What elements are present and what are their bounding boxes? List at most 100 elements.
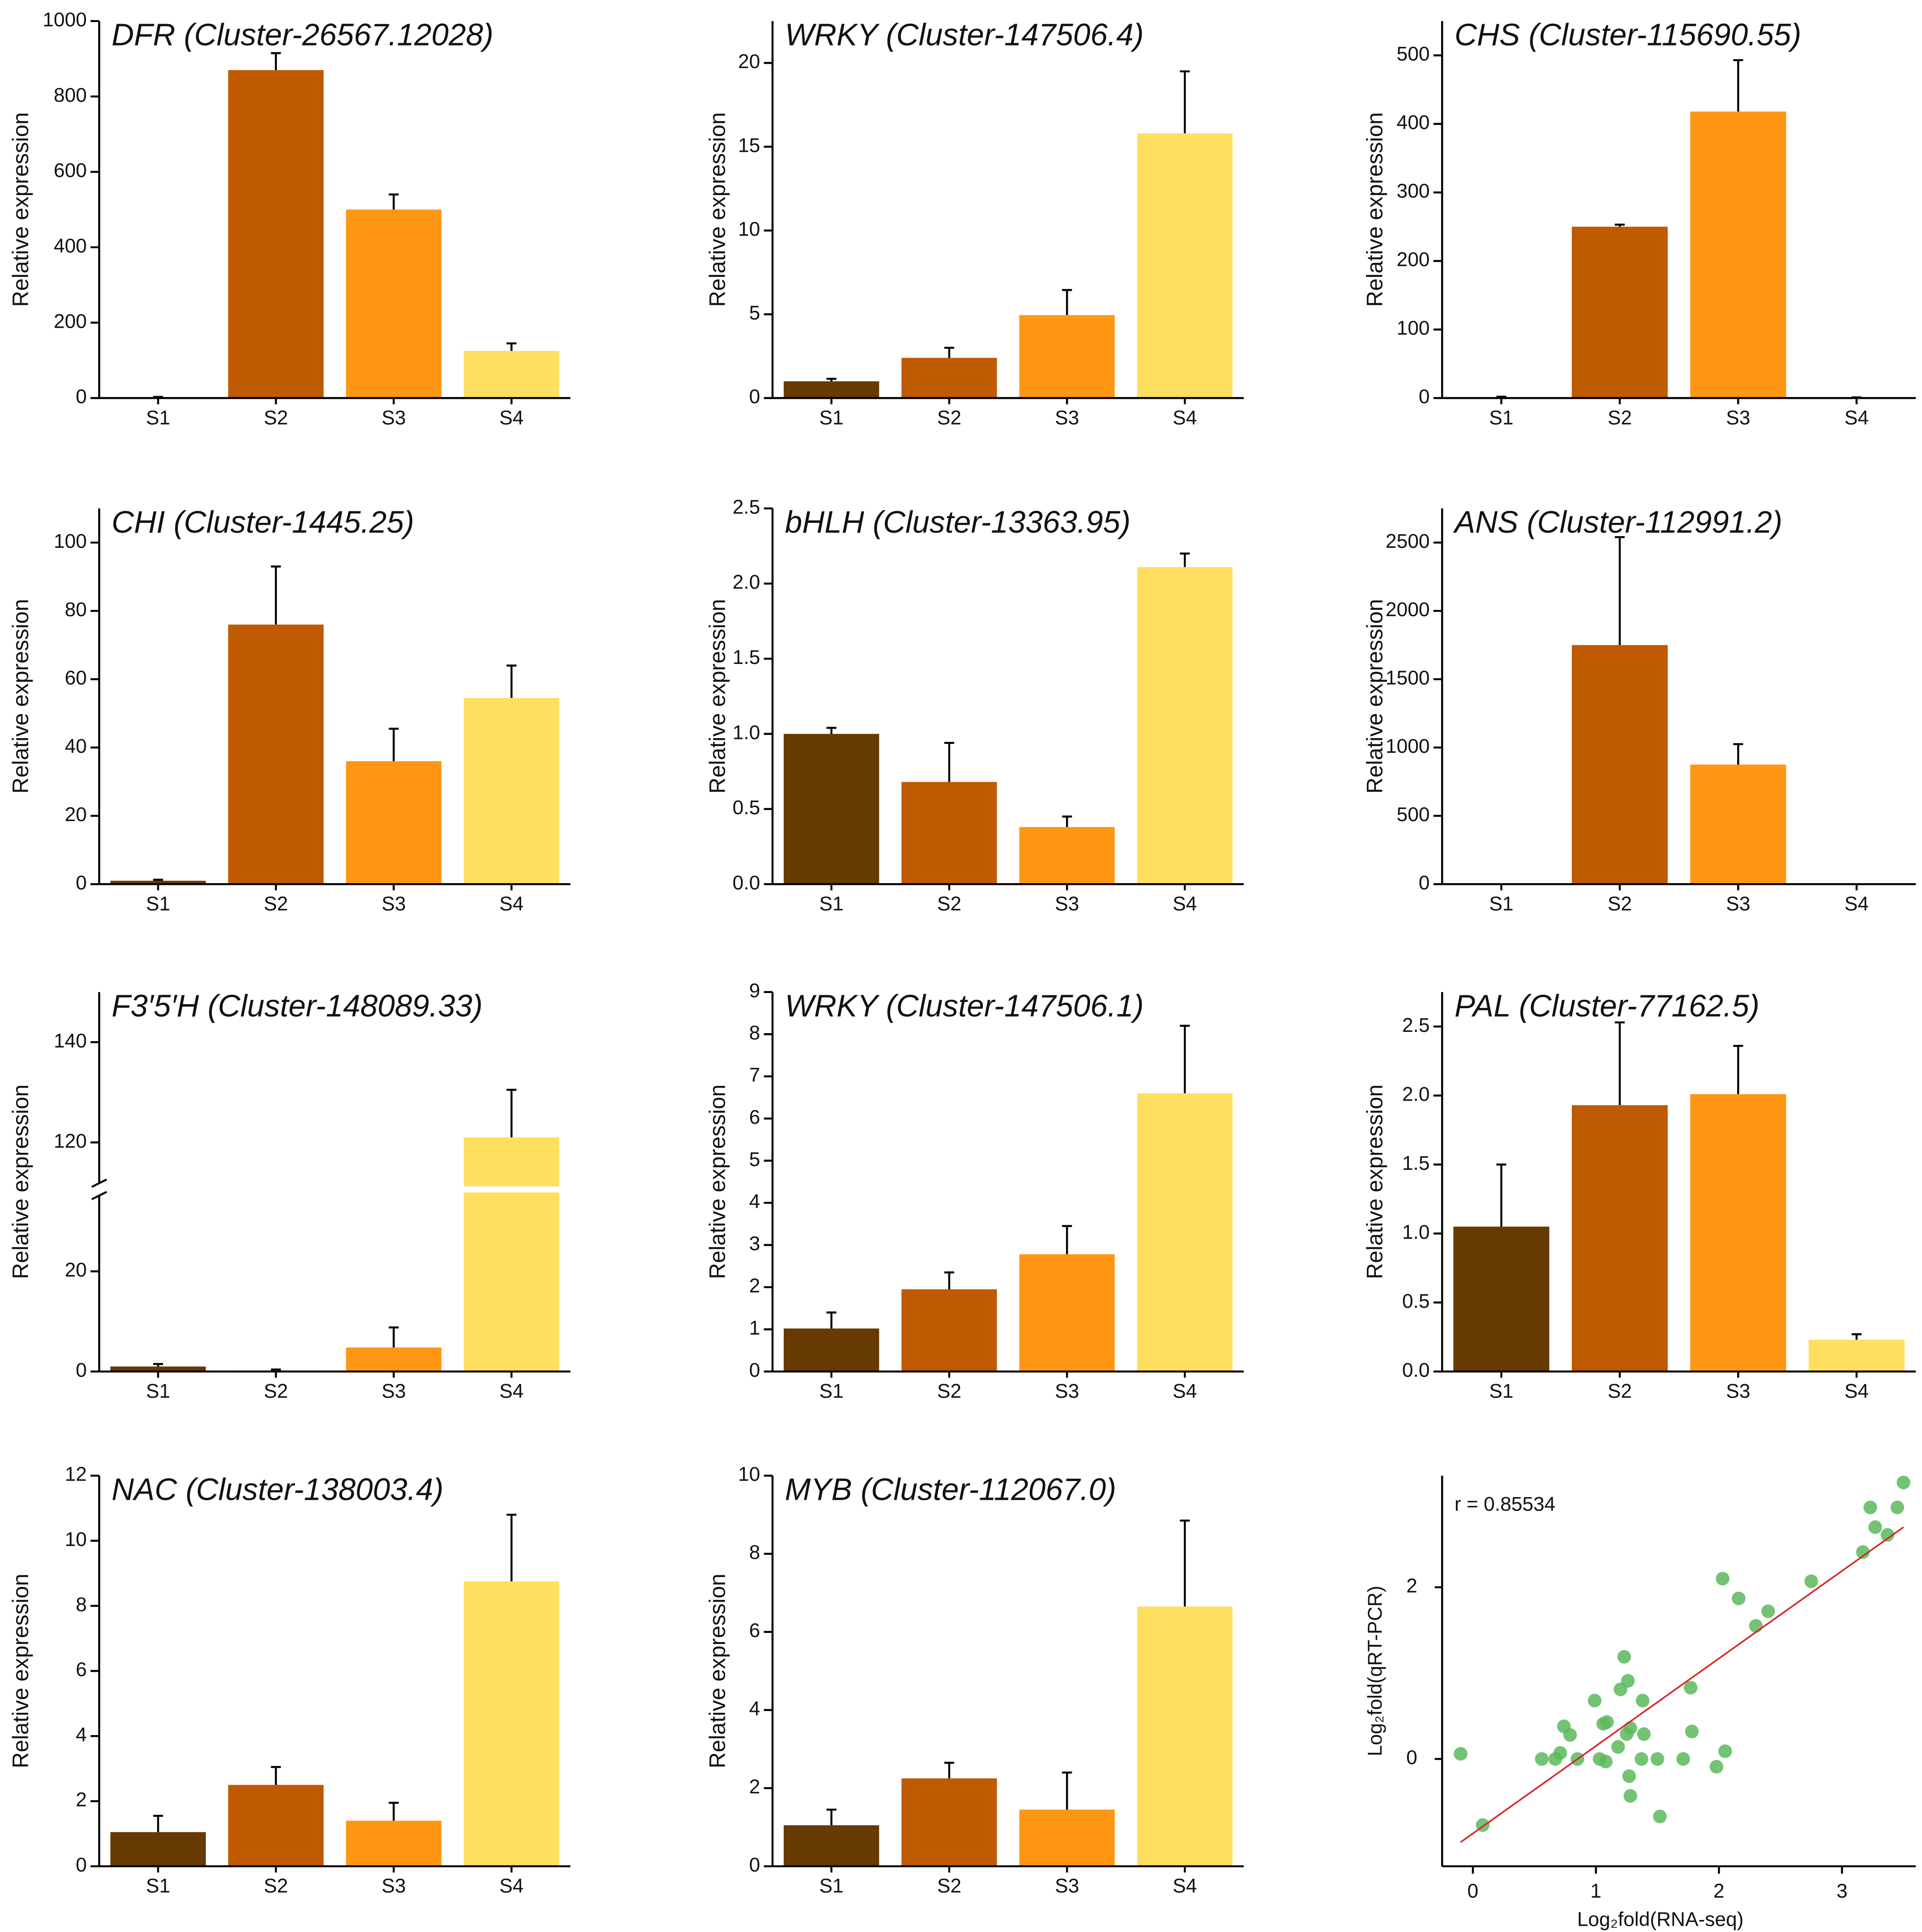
x-tick-label: S4 bbox=[499, 893, 523, 915]
point bbox=[1621, 1674, 1635, 1688]
x-tick-label: 1 bbox=[1590, 1880, 1601, 1902]
point bbox=[1653, 1810, 1667, 1824]
y-tick-label: 500 bbox=[1397, 804, 1430, 826]
chart-title: MYB (Cluster-112067.0) bbox=[785, 1472, 1116, 1506]
y-tick-label: 800 bbox=[54, 84, 87, 106]
y-tick-label: 140 bbox=[54, 1030, 87, 1052]
bar bbox=[783, 734, 879, 885]
point bbox=[1563, 1728, 1577, 1742]
y-tick-label: 20 bbox=[65, 1259, 87, 1281]
y-tick-label: 6 bbox=[76, 1659, 87, 1681]
y-tick-label: 80 bbox=[65, 599, 87, 621]
bar bbox=[1571, 645, 1668, 885]
x-tick-label: 3 bbox=[1836, 1880, 1847, 1902]
y-axis-label: Relative expression bbox=[8, 1085, 33, 1279]
y-tick-label: 2 bbox=[749, 1776, 760, 1798]
y-tick-label: 7 bbox=[749, 1064, 760, 1086]
x-tick-label: S2 bbox=[264, 407, 288, 429]
point bbox=[1684, 1681, 1698, 1695]
chart-title: bHLH (Cluster-13363.95) bbox=[785, 505, 1131, 539]
bar bbox=[1137, 1093, 1233, 1372]
point bbox=[1623, 1721, 1638, 1735]
y-tick-label: 0.0 bbox=[732, 872, 760, 894]
point bbox=[1611, 1740, 1625, 1754]
y-tick-label: 2 bbox=[76, 1789, 87, 1811]
point bbox=[1804, 1574, 1818, 1588]
x-tick-label: S3 bbox=[1055, 1875, 1079, 1897]
x-tick-label: S1 bbox=[1489, 407, 1513, 429]
y-tick-label: 300 bbox=[1397, 180, 1430, 202]
y-tick-label: 0 bbox=[76, 386, 87, 408]
bar bbox=[464, 1137, 560, 1372]
x-tick-label: S4 bbox=[499, 1381, 523, 1402]
bar bbox=[901, 358, 997, 398]
y-tick-label: 8 bbox=[76, 1594, 87, 1615]
x-tick-label: S3 bbox=[381, 1381, 405, 1402]
chart-title: CHI (Cluster-1445.25) bbox=[112, 505, 414, 539]
point bbox=[1716, 1572, 1730, 1586]
bar bbox=[1137, 567, 1233, 885]
y-tick-label: 2.0 bbox=[732, 572, 760, 593]
bar bbox=[901, 782, 997, 885]
bar bbox=[1571, 226, 1668, 398]
y-tick-label: 15 bbox=[738, 134, 760, 156]
y-tick-label: 600 bbox=[54, 160, 87, 182]
x-tick-label: S1 bbox=[146, 1381, 170, 1402]
y-tick-label: 10 bbox=[738, 1464, 760, 1486]
point bbox=[1600, 1715, 1614, 1729]
chart-title: WRKY (Cluster-147506.4) bbox=[785, 17, 1144, 52]
x-tick-label: S1 bbox=[146, 1875, 170, 1897]
bar bbox=[1809, 1339, 1905, 1372]
y-tick-label: 120 bbox=[54, 1130, 87, 1152]
x-tick-label: S2 bbox=[937, 1381, 961, 1402]
y-tick-label: 0 bbox=[76, 1854, 87, 1876]
x-tick-label: S3 bbox=[381, 893, 405, 915]
bar bbox=[783, 1328, 879, 1372]
point bbox=[1718, 1744, 1732, 1758]
y-tick-label: 100 bbox=[54, 530, 87, 552]
point bbox=[1553, 1746, 1567, 1760]
x-tick-label: S2 bbox=[1608, 407, 1632, 429]
bar bbox=[110, 880, 206, 885]
bar bbox=[1019, 1254, 1115, 1372]
y-tick-label: 1.5 bbox=[1402, 1152, 1430, 1174]
x-tick-label: S2 bbox=[264, 1381, 288, 1402]
bar bbox=[346, 1820, 442, 1866]
bar bbox=[1690, 111, 1786, 398]
y-tick-label: 6 bbox=[749, 1106, 760, 1128]
chart-title: F3′5′H (Cluster-148089.33) bbox=[112, 988, 483, 1023]
point bbox=[1634, 1752, 1648, 1766]
y-axis-label: Relative expression bbox=[8, 112, 33, 307]
y-axis-label: Log₂fold(qRT-PCR) bbox=[1364, 1586, 1386, 1756]
point bbox=[1709, 1760, 1724, 1774]
y-tick-label: 500 bbox=[1397, 43, 1430, 65]
bar bbox=[346, 209, 442, 398]
y-tick-label: 200 bbox=[1397, 249, 1430, 271]
y-tick-label: 6 bbox=[749, 1620, 760, 1642]
x-tick-label: S3 bbox=[1055, 893, 1079, 915]
x-tick-label: S1 bbox=[819, 407, 844, 429]
bar bbox=[1019, 1809, 1115, 1866]
chart-title: ANS (Cluster-112991.2) bbox=[1453, 505, 1782, 539]
y-tick-label: 2.0 bbox=[1402, 1083, 1430, 1105]
y-tick-label: 2500 bbox=[1386, 530, 1430, 552]
y-tick-label: 60 bbox=[65, 667, 87, 689]
bar bbox=[228, 70, 324, 398]
y-tick-label: 0 bbox=[749, 1854, 760, 1876]
y-tick-label: 9 bbox=[749, 980, 760, 1002]
point bbox=[1685, 1724, 1699, 1739]
x-tick-label: S3 bbox=[1726, 407, 1750, 429]
y-tick-label: 20 bbox=[65, 804, 87, 826]
y-tick-label: 1.5 bbox=[732, 647, 760, 668]
bar bbox=[110, 1366, 206, 1372]
x-tick-label: S1 bbox=[1489, 893, 1513, 915]
y-axis-label: Relative expression bbox=[8, 599, 33, 793]
y-axis-label: Relative expression bbox=[705, 599, 730, 793]
y-tick-label: 5 bbox=[749, 1148, 760, 1170]
x-tick-label: S1 bbox=[819, 1875, 844, 1897]
x-tick-label: S1 bbox=[146, 893, 170, 915]
point bbox=[1880, 1528, 1895, 1542]
point bbox=[1897, 1476, 1910, 1490]
point bbox=[1623, 1789, 1638, 1803]
y-axis-label: Relative expression bbox=[705, 112, 730, 307]
